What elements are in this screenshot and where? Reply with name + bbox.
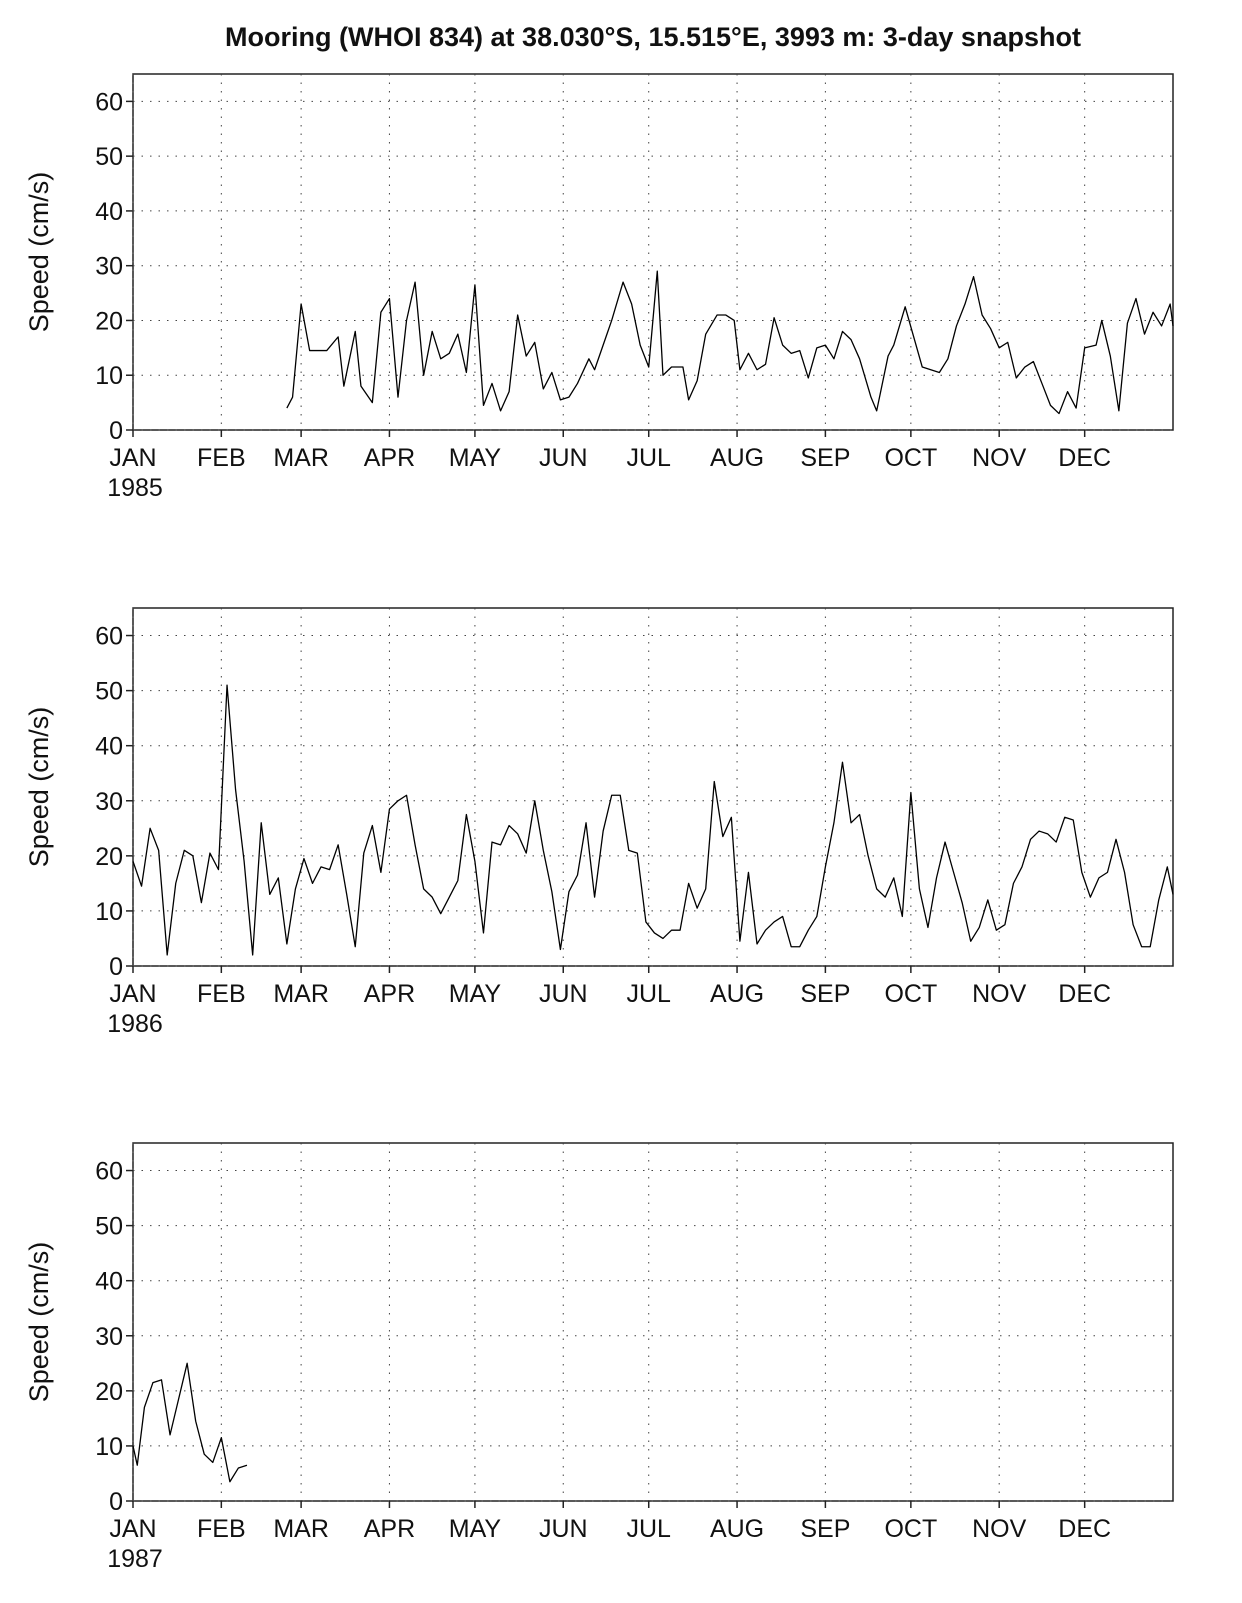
y-tick-label: 30 — [95, 253, 123, 281]
y-axis-label: Speed (cm/s) — [24, 172, 54, 333]
y-tick-label: 50 — [95, 1213, 123, 1241]
x-tick-label: FEB — [197, 1515, 246, 1543]
x-tick-label: MAY — [449, 1515, 502, 1543]
y-tick-label: 20 — [95, 1378, 123, 1406]
x-tick-label: MAR — [273, 1515, 329, 1543]
y-tick-label: 0 — [109, 1488, 123, 1516]
y-tick-label: 20 — [95, 307, 123, 335]
x-tick-label: MAY — [449, 980, 502, 1008]
x-tick-label: DEC — [1058, 1515, 1111, 1543]
x-tick-label: APR — [364, 1515, 415, 1543]
x-tick-label: APR — [364, 980, 415, 1008]
y-tick-label: 40 — [95, 1268, 123, 1296]
y-tick-label: 40 — [95, 198, 123, 226]
x-tick-label: APR — [364, 444, 415, 472]
chart-title: Mooring (WHOI 834) at 38.030°S, 15.515°E… — [225, 22, 1081, 52]
x-tick-label: MAR — [273, 444, 329, 472]
x-tick-label: OCT — [884, 444, 937, 472]
x-tick-label: SEP — [800, 980, 850, 1008]
y-tick-label: 50 — [95, 143, 123, 171]
y-tick-label: 60 — [95, 88, 123, 116]
x-tick-label: JUL — [626, 980, 671, 1008]
y-axis-label: Speed (cm/s) — [24, 707, 54, 868]
x-tick-label: DEC — [1058, 980, 1111, 1008]
x-tick-label: OCT — [884, 980, 937, 1008]
y-tick-label: 0 — [109, 417, 123, 445]
data-line — [286, 270, 1174, 415]
x-tick-label: JUN — [539, 1515, 588, 1543]
x-tick-label: MAY — [449, 444, 502, 472]
x-tick-label: NOV — [972, 1515, 1027, 1543]
x-tick-label: JAN — [109, 444, 156, 472]
x-tick-label: JUN — [539, 980, 588, 1008]
x-tick-label: NOV — [972, 980, 1027, 1008]
x-tick-label: JAN — [109, 1515, 156, 1543]
x-tick-label: DEC — [1058, 444, 1111, 472]
x-tick-label: JAN — [109, 980, 156, 1008]
y-tick-label: 50 — [95, 678, 123, 706]
y-tick-label: 60 — [95, 623, 123, 651]
x-tick-label: JUN — [539, 444, 588, 472]
y-axis-label: Speed (cm/s) — [24, 1242, 54, 1403]
x-tick-label: JUL — [626, 444, 671, 472]
x-tick-label: OCT — [884, 1515, 937, 1543]
y-tick-label: 40 — [95, 733, 123, 761]
year-label: 1985 — [107, 474, 163, 502]
x-tick-label: AUG — [710, 980, 764, 1008]
y-tick-label: 10 — [95, 1433, 123, 1461]
y-tick-label: 30 — [95, 1323, 123, 1351]
x-tick-label: FEB — [197, 980, 246, 1008]
x-tick-label: AUG — [710, 444, 764, 472]
y-tick-label: 60 — [95, 1158, 123, 1186]
y-tick-label: 0 — [109, 953, 123, 981]
x-tick-label: SEP — [800, 1515, 850, 1543]
x-tick-label: FEB — [197, 444, 246, 472]
x-tick-label: SEP — [800, 444, 850, 472]
x-tick-label: AUG — [710, 1515, 764, 1543]
x-tick-label: NOV — [972, 444, 1027, 472]
year-label: 1986 — [107, 1010, 163, 1038]
y-tick-label: 30 — [95, 788, 123, 816]
data-line — [132, 684, 1174, 956]
x-tick-label: JUL — [626, 1515, 671, 1543]
data-line — [132, 1362, 248, 1483]
year-label: 1987 — [107, 1545, 163, 1573]
y-tick-label: 10 — [95, 898, 123, 926]
y-tick-label: 10 — [95, 362, 123, 390]
y-tick-label: 20 — [95, 843, 123, 871]
x-tick-label: MAR — [273, 980, 329, 1008]
